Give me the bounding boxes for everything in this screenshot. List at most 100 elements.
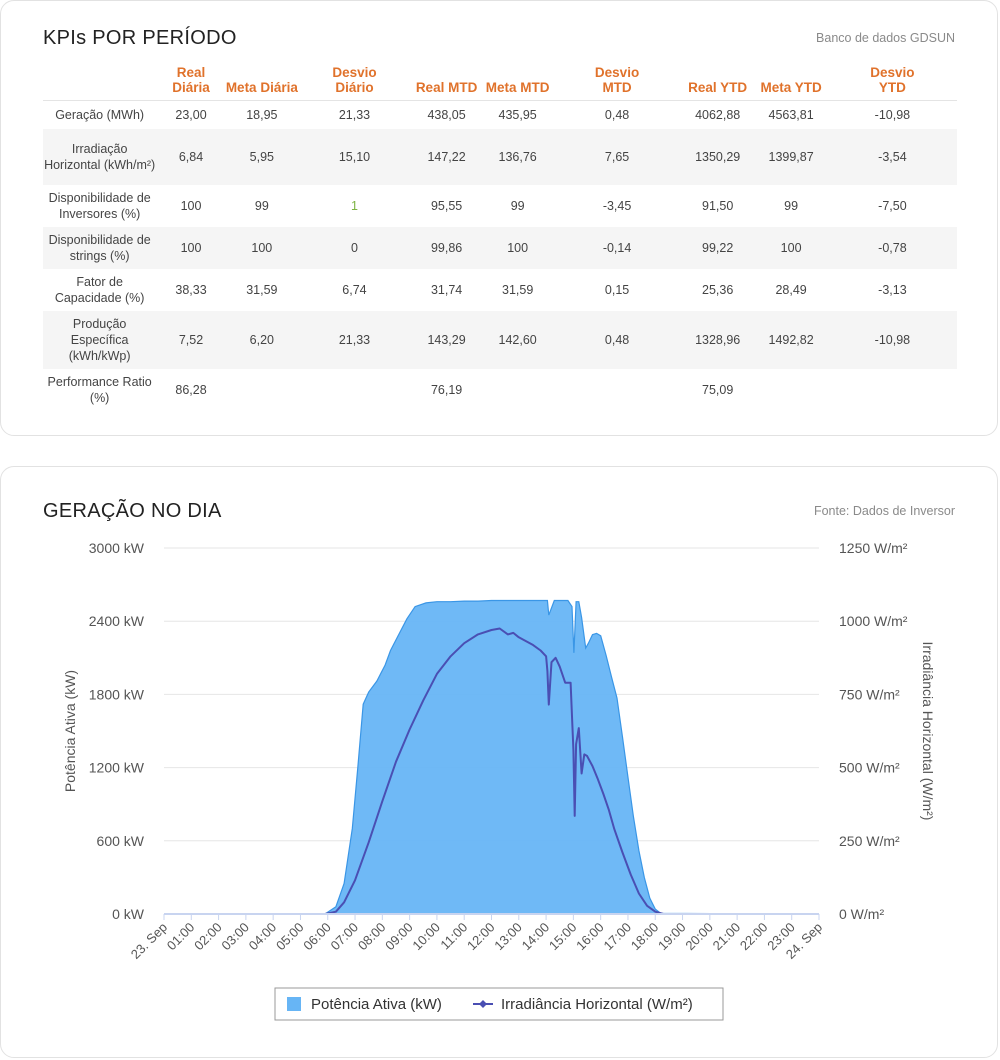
kpi-cell	[754, 369, 827, 411]
kpi-cell: 100	[225, 226, 298, 269]
kpi-row-fator-capacidade: Fator de Capacidade (%) 38,33 31,59 6,74…	[43, 269, 957, 311]
kpi-cell: 76,19	[430, 382, 463, 397]
y-left-tick-label: 2400 kW	[89, 613, 145, 629]
kpi-row-label: Geração (MWh)	[55, 107, 145, 122]
kpi-cell: 31,59	[246, 282, 278, 297]
kpi-cell: 0,15	[604, 282, 630, 297]
kpi-cell: 6,20	[225, 310, 298, 369]
kpi-card-title: KPIs POR PERÍODO	[43, 27, 237, 49]
kpi-cell	[226, 369, 298, 411]
kpi-card-source: Banco de dados GDSUN	[816, 31, 955, 45]
x-tick-label: 19:00	[655, 920, 689, 954]
kpi-cell: 435,95	[498, 107, 537, 122]
y-left-axis-title: Potência Ativa (kW)	[62, 670, 78, 792]
kpi-cell: 4563,81	[768, 107, 814, 122]
kpi-card: KPIs POR PERÍODO Banco de dados GDSUN Re…	[0, 0, 998, 436]
kpi-cell-positive: 1	[350, 198, 358, 213]
kpi-cell: 31,59	[502, 282, 534, 297]
kpi-cell: 18,95	[246, 107, 278, 122]
kpi-cell: 75,09	[702, 382, 734, 397]
legend-label-area: Potência Ativa (kW)	[311, 996, 442, 1013]
kpi-cell: 0,48	[553, 310, 681, 369]
kpi-cell	[482, 369, 553, 411]
chart-card-source: Fonte: Dados de Inversor	[813, 504, 955, 518]
x-tick-label: 06:00	[300, 920, 334, 954]
kpi-header-desvio-diario: Desvio Diário	[297, 63, 412, 101]
kpi-cell: 99	[510, 198, 525, 213]
x-tick-label: 09:00	[382, 920, 416, 954]
x-tick-label: 16:00	[573, 920, 607, 954]
kpi-cell: 86,28	[175, 382, 207, 397]
kpi-cell: -10,98	[827, 310, 957, 369]
x-tick-label: 05:00	[273, 920, 307, 954]
kpi-cell: 7,52	[156, 310, 226, 369]
kpi-header-meta-diaria: Meta Diária	[225, 63, 298, 101]
kpi-cell: 99,86	[411, 226, 483, 269]
kpi-cell: 15,10	[297, 128, 412, 185]
kpi-header-meta-mtd: Meta MTD	[482, 63, 554, 101]
kpi-cell: 438,05	[427, 107, 466, 122]
generation-chart: 0 kW 0 W/m² 600 kW 250 W/m² 1200 kW 500 W/m² 1…	[62, 540, 936, 1021]
chart-card: GERAÇÃO NO DIA Fonte: Dados de Inversor …	[0, 466, 998, 1058]
y-right-tick-label: 750 W/m²	[839, 686, 900, 702]
kpi-cell: 143,29	[411, 310, 483, 369]
x-tick-label: 15:00	[546, 920, 580, 954]
kpi-cell: 1492,82	[754, 310, 828, 369]
kpi-row-performance-ratio: Performance Ratio (%) 86,28 76,19 75,09	[43, 369, 957, 411]
kpi-cell: 23,00	[175, 107, 207, 122]
y-right-tick-label: 250 W/m²	[839, 833, 900, 849]
x-tick-label: 14:00	[519, 920, 553, 954]
line-series-irradiancia	[164, 627, 819, 915]
legend-marker-diamond	[479, 1000, 487, 1008]
legend-swatch-area	[287, 997, 301, 1011]
kpi-header-real-diaria: Real Diária	[156, 63, 226, 101]
kpi-row-producao-especifica: Produção Específica (kWh/kWp) 7,52 6,20 …	[43, 310, 957, 369]
y-left-tick-label: 3000 kW	[89, 540, 145, 556]
kpi-header-desvio-ytd: Desvio YTD	[827, 63, 957, 101]
x-tick-label: 08:00	[355, 920, 389, 954]
kpi-table: Real Diária Meta Diária Desvio Diário Re…	[43, 63, 957, 411]
kpi-cell: 6,84	[156, 128, 226, 185]
kpi-cell: 21,33	[338, 107, 371, 122]
x-tick-label: 18:00	[628, 920, 662, 954]
y-left-tick-label: 600 kW	[97, 833, 145, 849]
x-tick-label: 17:00	[600, 920, 634, 954]
y-right-tick-label: 500 W/m²	[839, 760, 900, 776]
chart-card-title: GERAÇÃO NO DIA	[43, 500, 222, 522]
x-tick-label: 07:00	[328, 920, 362, 954]
kpi-cell: 100	[754, 226, 828, 269]
kpi-cell: 6,74	[342, 282, 367, 297]
kpi-cell: 25,36	[702, 282, 734, 297]
kpi-row-label: Performance Ratio (%)	[47, 374, 152, 405]
kpi-cell: -7,50	[878, 198, 907, 213]
x-tick-label: 11:00	[437, 920, 470, 953]
kpi-header-blank	[43, 63, 157, 101]
kpi-row-label: Disponibilidade de Inversores (%)	[48, 190, 151, 221]
kpi-header-meta-ytd: Meta YTD	[754, 63, 828, 101]
kpi-header-desvio-mtd: Desvio MTD	[553, 63, 681, 101]
legend-label-line: Irradiância Horizontal (W/m²)	[501, 996, 693, 1013]
x-tick-label: 01:00	[164, 920, 198, 954]
x-tick-label: 12:00	[464, 920, 498, 954]
x-tick-label: 03:00	[218, 920, 252, 954]
kpi-cell: 100	[156, 226, 226, 269]
kpi-cell: 1328,96	[680, 310, 755, 369]
y-right-axis-title: Irradiância Horizontal (W/m²)	[920, 642, 936, 821]
x-tick-label: 13:00	[491, 920, 525, 954]
kpi-table-header: Real Diária Meta Diária Desvio Diário Re…	[43, 63, 957, 101]
kpi-cell: -0,14	[553, 226, 681, 269]
kpi-row-label: Fator de Capacidade (%)	[54, 274, 145, 305]
x-tick-label: 10:00	[409, 920, 443, 954]
kpi-row-disp-inversores: Disponibilidade de Inversores (%) 100 99…	[43, 185, 957, 227]
x-tick-label: 20:00	[682, 920, 716, 954]
kpi-row-disp-strings: Disponibilidade de strings (%) 100 100 0…	[43, 226, 957, 269]
kpi-cell: 0,48	[604, 107, 630, 122]
kpi-cell: 21,33	[297, 310, 412, 369]
kpi-cell: 5,95	[225, 128, 298, 185]
legend-box	[274, 987, 724, 1021]
kpi-cell: 1350,29	[680, 128, 755, 185]
kpi-cell	[553, 369, 681, 411]
kpi-cell: 99	[254, 198, 269, 213]
kpi-row-irradiacao: Irradiação Horizontal (kWh/m²) 6,84 5,95…	[43, 128, 957, 185]
kpi-cell: -3,13	[878, 282, 907, 297]
